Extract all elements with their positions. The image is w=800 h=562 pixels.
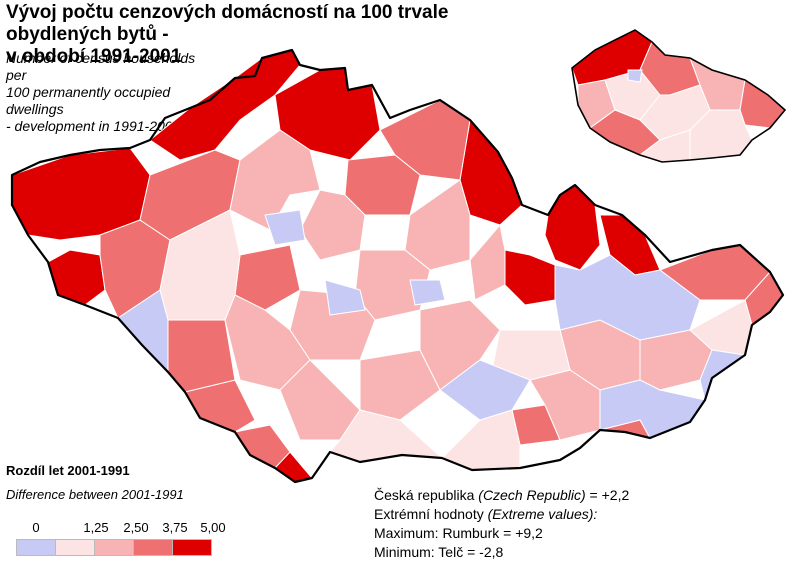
district-region	[459, 118, 523, 226]
map-subtitle: Number of census households per 100 perm…	[6, 50, 216, 135]
country-outline	[10, 48, 785, 484]
district-region	[469, 223, 506, 301]
district-region	[544, 184, 601, 271]
district-region	[324, 279, 366, 316]
district-region	[167, 319, 236, 393]
stat-minimum: Minimum: Telč = -2,8	[374, 544, 504, 560]
stat-extremes-heading: Extrémní hodnoty (Extreme values):	[374, 505, 629, 524]
legend-tick-4: 5,00	[200, 520, 226, 535]
stat-country: Česká republika (Czech Republic) = +2,2	[374, 486, 629, 505]
stat-country-label: Česká republika	[374, 487, 475, 503]
map-title-line1: Vývoj počtu cenzových domácností na 100 …	[6, 2, 449, 45]
stat-country-label-en: (Czech Republic)	[478, 487, 586, 503]
legend-swatch-2	[55, 539, 95, 556]
legend-swatch-1	[16, 539, 56, 556]
legend-subtitle: Difference between 2001-1991	[6, 487, 184, 502]
district-region	[554, 254, 701, 341]
district-region	[229, 129, 321, 231]
summary-statistics: Česká republika (Czech Republic) = +2,2 …	[374, 486, 629, 562]
stat-country-value: = +2,2	[589, 487, 630, 503]
legend-ticks: 0 1,25 2,50 3,75 5,00	[6, 520, 236, 536]
stat-extremes-label: Extrémní hodnoty	[374, 506, 484, 522]
legend-swatch-4	[133, 539, 173, 556]
district-region	[504, 249, 556, 306]
legend-title: Rozdíl let 2001-1991	[6, 463, 130, 478]
district-region	[264, 209, 306, 246]
inset-map	[571, 29, 787, 163]
legend-color-scale	[16, 539, 212, 556]
district-regions	[11, 49, 784, 483]
map-title: Vývoj počtu cenzových domácností na 100 …	[6, 2, 526, 68]
map-subtitle-line3: - development in 1991-2001	[6, 118, 181, 134]
stat-maximum: Maximum: Rumburk = +9,2	[374, 525, 543, 541]
stat-extremes-label-en: (Extreme values):	[487, 506, 598, 522]
map-subtitle-line2: 100 permanently occupied dwellings	[6, 84, 171, 117]
inset-outline	[571, 29, 787, 163]
legend-swatch-5	[172, 539, 212, 556]
map-title-line2: v období 1991-2001	[6, 46, 182, 67]
map-subtitle-line1: Number of census households per	[6, 50, 196, 83]
district-region	[47, 249, 106, 306]
district-region	[409, 279, 446, 306]
legend-tick-2: 2,50	[123, 520, 149, 535]
inset-region	[627, 69, 643, 83]
legend-tick-3: 3,75	[162, 520, 188, 535]
legend-tick-0: 0	[32, 520, 40, 535]
legend-tick-1: 1,25	[83, 520, 109, 535]
district-region	[359, 349, 441, 421]
legend-swatch-3	[94, 539, 134, 556]
district-region	[439, 359, 531, 421]
inset-regions	[571, 29, 786, 163]
